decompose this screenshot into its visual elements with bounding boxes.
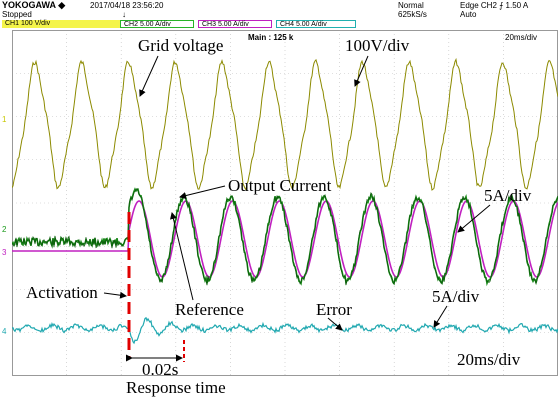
error-scale-label: 5A/div <box>432 287 480 306</box>
error-arrow <box>327 317 343 331</box>
brand-diamond-icon: ◆ <box>58 0 66 10</box>
output-current-trace-noise <box>12 187 558 286</box>
acquisition-mode: Normal <box>398 1 424 10</box>
voltage-scale-arrow <box>354 55 369 87</box>
error-scale-arrow <box>433 305 448 328</box>
voltage-scale-label: 100V/div <box>345 36 410 55</box>
output-current-label: Output Current <box>228 176 332 195</box>
channel-tag-ch2[interactable]: CH2 5.00 A/div <box>120 20 194 28</box>
current-scale-label: 5A/div <box>484 186 532 205</box>
trigger-mode: Auto <box>460 10 477 19</box>
error-label: Error <box>316 300 352 319</box>
timebase-label: 20ms/div <box>457 350 521 369</box>
waveform-display <box>12 30 558 376</box>
ch2-offset-marker: 2 <box>2 225 7 234</box>
response-time-label: Response time <box>126 378 226 397</box>
channel-tag-ch1[interactable]: CH1 100 V/div <box>2 20 120 28</box>
reference-arrow <box>170 212 194 301</box>
reference-label: Reference <box>175 300 244 319</box>
ch4-offset-marker: 4 <box>2 327 7 336</box>
timestamp: 2017/04/18 23:56:20 <box>90 1 164 10</box>
sample-rate: 625kS/s <box>398 10 427 19</box>
channel-tag-ch4[interactable]: CH4 5.00 A/div <box>276 20 356 28</box>
ch1-offset-marker: 1 <box>2 115 7 124</box>
trigger-position-marker: ↓ <box>122 10 126 19</box>
ch3-offset-marker: 3 <box>2 248 7 257</box>
channel-tag-ch3[interactable]: CH3 5.00 A/div <box>198 20 272 28</box>
response-delay-label: 0.02s <box>142 360 179 379</box>
activation-arrow <box>103 291 127 299</box>
run-status: Stopped <box>2 10 32 19</box>
current-scale-arrow <box>457 204 491 233</box>
activation-label: Activation <box>26 283 98 302</box>
main-record-length: Main : 125 k <box>248 33 294 42</box>
grid-voltage-arrow <box>139 55 159 97</box>
trigger-setting: Edge CH2 ⨍ 1.50 A <box>460 1 529 10</box>
error-trace <box>12 316 558 345</box>
output-current-arrow <box>179 185 226 199</box>
brand-logo: YOKOGAWA ◆ <box>2 0 66 10</box>
grid-voltage-label: Grid voltage <box>138 36 224 55</box>
timebase-readout: 20ms/div <box>505 33 538 42</box>
grid-voltage-trace <box>12 57 558 191</box>
